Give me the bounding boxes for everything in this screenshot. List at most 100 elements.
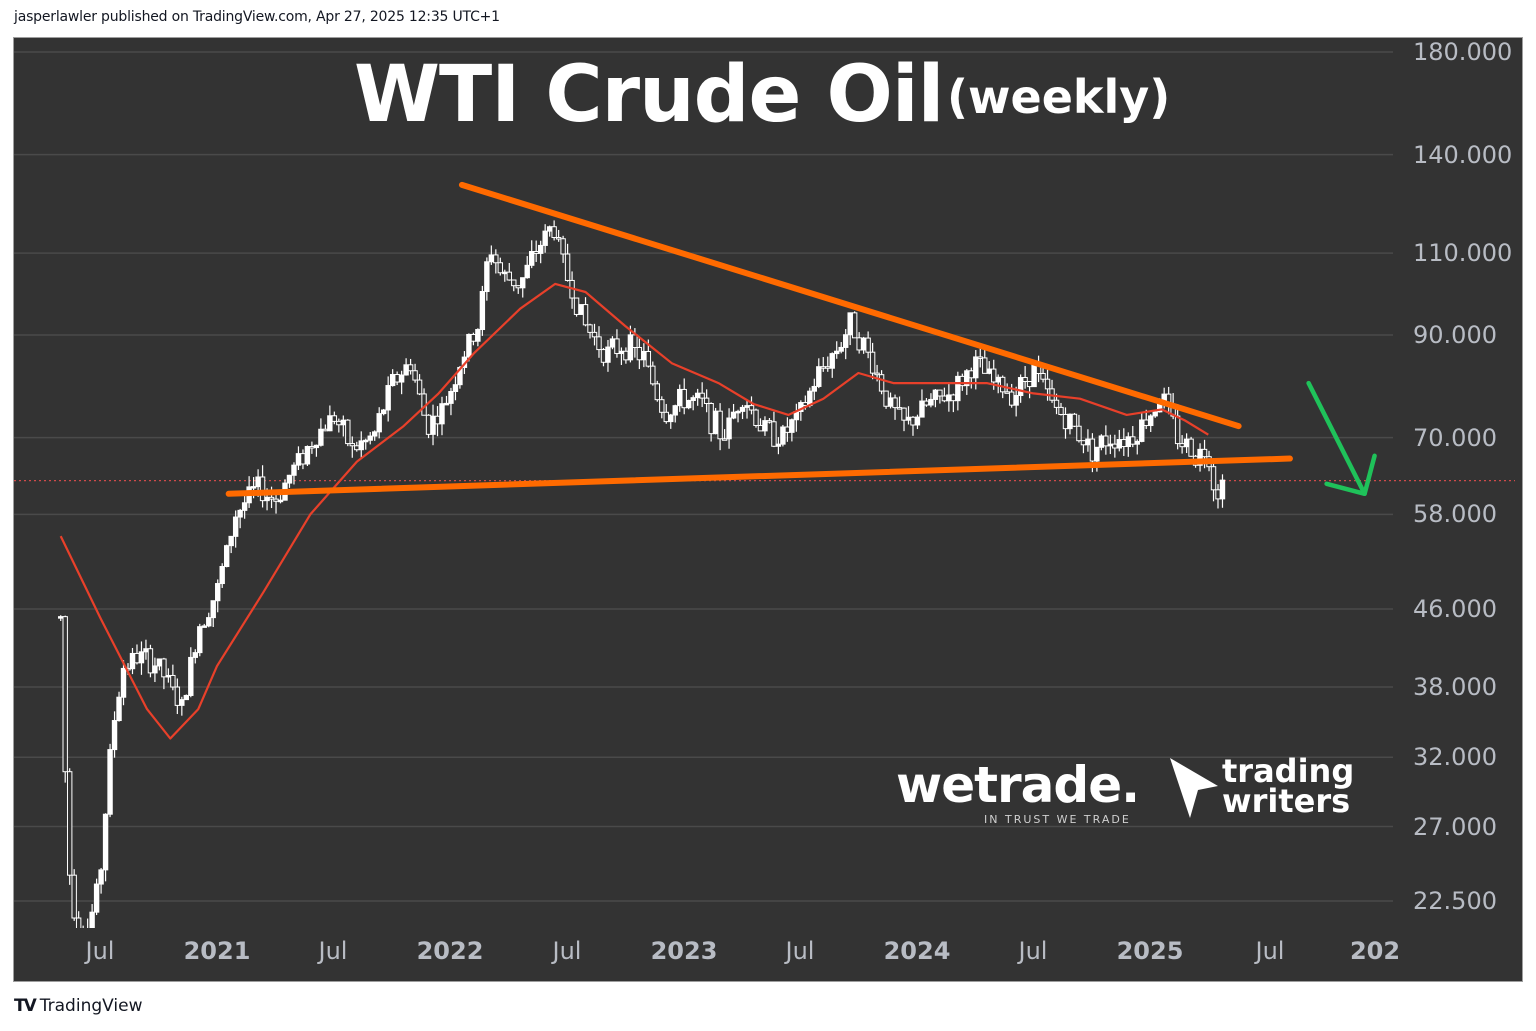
candle-body bbox=[1013, 395, 1019, 406]
candle-body bbox=[865, 337, 871, 353]
candle-body bbox=[789, 419, 795, 433]
candle-body bbox=[1219, 479, 1226, 500]
candle-body bbox=[515, 285, 521, 289]
candle-body bbox=[721, 438, 728, 441]
candle-body bbox=[1139, 419, 1145, 442]
candle-body bbox=[919, 400, 925, 418]
price-tick-label: 70.000 bbox=[1413, 423, 1497, 452]
price-tick-label: 110.000 bbox=[1413, 239, 1513, 268]
candle-body bbox=[380, 409, 387, 415]
candle-body bbox=[829, 353, 835, 369]
candle-body bbox=[856, 337, 862, 351]
candle-body bbox=[470, 333, 477, 342]
candle-body bbox=[950, 394, 957, 402]
candle-body bbox=[484, 261, 490, 293]
candle-body bbox=[295, 453, 302, 466]
candle-body bbox=[883, 390, 889, 407]
candle-body bbox=[663, 411, 669, 423]
time-tick-label: Jul bbox=[1255, 937, 1285, 965]
time-tick-label: 202 bbox=[1349, 937, 1401, 965]
candle-body bbox=[690, 397, 696, 401]
candle-body bbox=[111, 720, 118, 751]
candle-body bbox=[134, 652, 140, 664]
candle-body bbox=[188, 656, 194, 696]
candle-body bbox=[860, 337, 867, 351]
candle-body bbox=[363, 439, 369, 443]
candle-body bbox=[398, 374, 405, 383]
candle-body bbox=[560, 238, 566, 255]
candle-body bbox=[677, 388, 683, 407]
candle-body bbox=[573, 297, 580, 315]
candle-body bbox=[448, 391, 454, 404]
price-tick-label: 180.000 bbox=[1413, 38, 1513, 66]
candle-body bbox=[1197, 448, 1203, 466]
candle-body bbox=[874, 372, 880, 376]
candle-body bbox=[58, 616, 64, 619]
candle-body bbox=[367, 435, 373, 441]
tradingview-brand: TradingView bbox=[39, 996, 143, 1016]
candle-body bbox=[291, 464, 297, 476]
candle-body bbox=[645, 350, 652, 367]
price-tick-label: 58.000 bbox=[1413, 500, 1497, 529]
candle-body bbox=[802, 402, 809, 407]
candle-body bbox=[1188, 438, 1194, 457]
candle-body bbox=[1008, 391, 1015, 406]
candle-body bbox=[775, 443, 782, 447]
candle-body bbox=[336, 420, 342, 426]
candle-body bbox=[1215, 489, 1221, 500]
candle-body bbox=[555, 237, 562, 240]
candle-body bbox=[1179, 443, 1185, 448]
candle-body bbox=[232, 516, 239, 537]
price-tick-label: 32.000 bbox=[1413, 743, 1497, 772]
candle-body bbox=[430, 415, 436, 435]
candle-body bbox=[425, 414, 432, 435]
time-tick-label: Jul bbox=[318, 937, 348, 965]
chart-pane[interactable] bbox=[13, 37, 1523, 982]
candle-body bbox=[1004, 391, 1010, 394]
candle-body bbox=[892, 397, 898, 409]
candle-body bbox=[672, 405, 678, 416]
candle-body bbox=[201, 625, 207, 628]
candle-body bbox=[851, 312, 858, 339]
price-tick-label: 46.000 bbox=[1413, 595, 1497, 624]
candle-body bbox=[641, 350, 647, 361]
candle-body bbox=[901, 407, 907, 421]
candle-body bbox=[143, 648, 149, 653]
ascending-support-trendline[interactable] bbox=[225, 455, 1293, 497]
candle-body bbox=[309, 445, 315, 449]
candle-body bbox=[241, 502, 248, 511]
candle-body bbox=[1116, 439, 1123, 449]
candle-body bbox=[618, 350, 625, 355]
candle-body bbox=[614, 338, 620, 355]
candle-body bbox=[1121, 439, 1127, 448]
candle-body bbox=[1089, 438, 1096, 462]
candle-body bbox=[286, 474, 293, 484]
down-arrow-icon[interactable] bbox=[1306, 380, 1367, 497]
pen-nib-icon bbox=[1170, 758, 1218, 818]
candle-body bbox=[605, 346, 611, 363]
candle-body bbox=[89, 911, 95, 928]
candle-body bbox=[735, 410, 741, 414]
candle-body bbox=[1107, 443, 1114, 447]
candle-body bbox=[300, 453, 306, 465]
candle-body bbox=[596, 336, 602, 351]
candle-body bbox=[686, 399, 692, 409]
tradingview-footer[interactable]: TV TradingView bbox=[14, 996, 142, 1016]
candle-body bbox=[120, 667, 127, 698]
descending-resistance-trendline[interactable] bbox=[458, 181, 1242, 430]
candle-body bbox=[896, 407, 903, 410]
candle-body bbox=[174, 686, 181, 706]
candle-body bbox=[533, 251, 539, 254]
candle-body bbox=[753, 409, 759, 426]
candle-body bbox=[932, 389, 939, 400]
candle-body bbox=[878, 374, 885, 392]
candle-body bbox=[389, 374, 396, 387]
candle-body bbox=[318, 428, 324, 446]
candle-body bbox=[1080, 440, 1087, 446]
candle-body bbox=[354, 445, 360, 451]
candle-body bbox=[551, 226, 557, 239]
candle-body bbox=[730, 411, 737, 419]
candle-body bbox=[973, 356, 979, 379]
candle-body bbox=[1076, 425, 1082, 442]
